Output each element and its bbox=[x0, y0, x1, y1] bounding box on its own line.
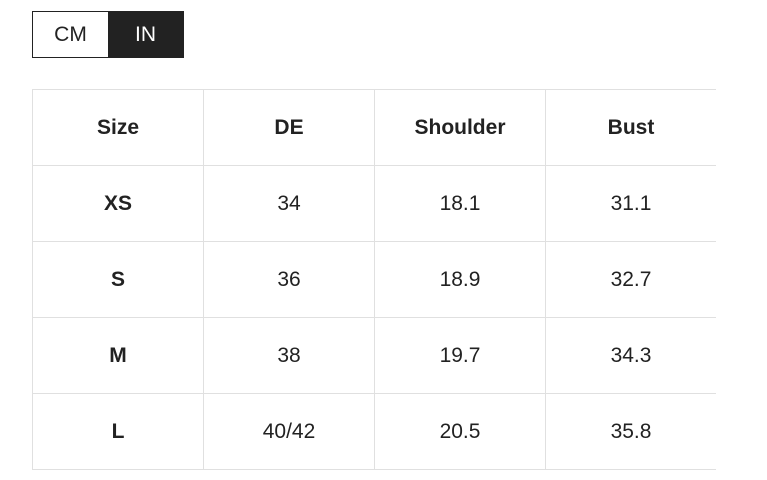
table-cell: 31.1 bbox=[545, 165, 716, 242]
size-cell: S bbox=[32, 241, 204, 318]
table-cell: 34 bbox=[203, 165, 375, 242]
unit-button[interactable]: IN bbox=[108, 12, 183, 57]
table-cell: 38 bbox=[203, 317, 375, 394]
size-table-container: Size DE Shoulder Bust XS 34 18.1 31.1 S 36 18.9 32… bbox=[32, 89, 716, 470]
table-row: L 40/42 20.5 35.8 bbox=[32, 393, 716, 470]
table-cell: 20.5 bbox=[374, 393, 546, 470]
header-cell: Size bbox=[32, 89, 204, 166]
unit-toggle: CM IN bbox=[32, 11, 184, 58]
header-cell: DE bbox=[203, 89, 375, 166]
table-cell: 19.7 bbox=[374, 317, 546, 394]
table-cell: 32.7 bbox=[545, 241, 716, 318]
table-row: M 38 19.7 34.3 bbox=[32, 317, 716, 394]
unit-button[interactable]: CM bbox=[33, 12, 108, 57]
table-cell: 18.1 bbox=[374, 165, 546, 242]
table-cell: 36 bbox=[203, 241, 375, 318]
table-row: S 36 18.9 32.7 bbox=[32, 241, 716, 318]
size-cell: L bbox=[32, 393, 204, 470]
table-cell: 35.8 bbox=[545, 393, 716, 470]
table-cell: 40/42 bbox=[203, 393, 375, 470]
table-cell: 34.3 bbox=[545, 317, 716, 394]
size-cell: M bbox=[32, 317, 204, 394]
table-cell: 18.9 bbox=[374, 241, 546, 318]
header-row: Size DE Shoulder Bust bbox=[32, 89, 716, 166]
size-table: Size DE Shoulder Bust XS 34 18.1 31.1 S 36 18.9 32… bbox=[32, 89, 716, 470]
table-row: XS 34 18.1 31.1 bbox=[32, 165, 716, 242]
size-cell: XS bbox=[32, 165, 204, 242]
header-cell: Shoulder bbox=[374, 89, 546, 166]
header-cell: Bust bbox=[545, 89, 716, 166]
